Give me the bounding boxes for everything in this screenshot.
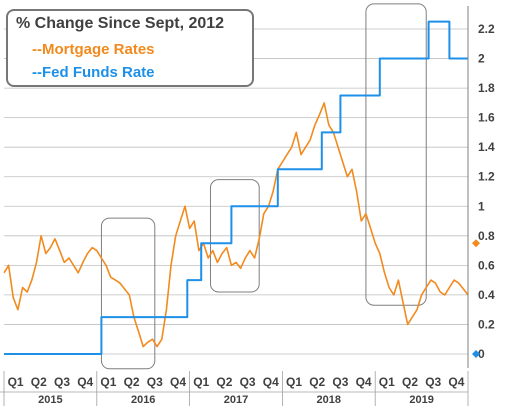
y-tick-label: 0.6 — [478, 258, 495, 272]
legend-fed: --Fed Funds Rate — [32, 64, 155, 81]
y-tick-label: 0 — [478, 347, 485, 361]
x-tick-label: Q1 — [379, 375, 395, 389]
y-tick-label: 0.8 — [478, 229, 495, 243]
x-year-label: 2016 — [131, 394, 155, 406]
y-tick-label: 0.2 — [478, 317, 495, 331]
mortgage-rates-end-marker — [472, 239, 480, 248]
x-year-label: 2015 — [38, 394, 62, 406]
x-tick-label: Q1 — [8, 375, 24, 389]
series-lines — [3, 20, 469, 355]
legend-title: % Change Since Sept, 2012 — [16, 15, 225, 32]
end-markers — [472, 239, 480, 358]
x-tick-label: Q4 — [170, 375, 186, 389]
y-tick-label: 2 — [478, 52, 485, 66]
x-tick-label: Q2 — [402, 375, 418, 389]
x-year-label: 2019 — [409, 394, 433, 406]
x-year-label: 2017 — [224, 394, 248, 406]
y-tick-label: 1.4 — [478, 140, 495, 154]
x-tick-label: Q1 — [100, 375, 116, 389]
highlight-box — [100, 217, 156, 370]
x-tick-label: Q2 — [31, 375, 47, 389]
x-year-label: 2018 — [317, 394, 341, 406]
fed-funds-rate-end-marker — [472, 350, 480, 358]
y-tick-label: 1.2 — [478, 170, 495, 184]
x-tick-label: Q4 — [356, 375, 372, 389]
mortgage-rates-line — [3, 102, 469, 348]
y-tick-label: 1.8 — [478, 81, 495, 95]
x-tick-label: Q4 — [77, 375, 93, 389]
y-tick-label: 1.6 — [478, 111, 495, 125]
y-tick-label: 0.4 — [478, 288, 495, 302]
x-tick-label: Q1 — [193, 375, 209, 389]
x-tick-label: Q2 — [124, 375, 140, 389]
x-tick-label: Q4 — [448, 375, 464, 389]
x-tick-label: Q3 — [240, 375, 256, 389]
y-tick-label: 1 — [478, 199, 485, 213]
legend-mortgage: --Mortgage Rates — [32, 41, 155, 58]
fed-funds-rate-line — [4, 20, 468, 355]
x-tick-label: Q2 — [216, 375, 232, 389]
axes: 0 0.2 0.4 0.6 0.8 1 1.2 1.4 1.6 1.8 2 2.2 Q1 Q2 Q3 Q4 Q1… — [0, 6, 495, 406]
y-tick-label: 2.2 — [478, 22, 495, 36]
x-tick-label: Q3 — [54, 375, 70, 389]
legend: % Change Since Sept, 2012 --Mortgage Rat… — [6, 9, 254, 87]
x-tick-label: Q3 — [425, 375, 441, 389]
x-tick-label: Q1 — [286, 375, 302, 389]
x-tick-label: Q3 — [332, 375, 348, 389]
x-tick-label: Q4 — [263, 375, 279, 389]
x-tick-label: Q2 — [309, 375, 325, 389]
highlight-box — [365, 3, 427, 306]
x-tick-label: Q3 — [147, 375, 163, 389]
